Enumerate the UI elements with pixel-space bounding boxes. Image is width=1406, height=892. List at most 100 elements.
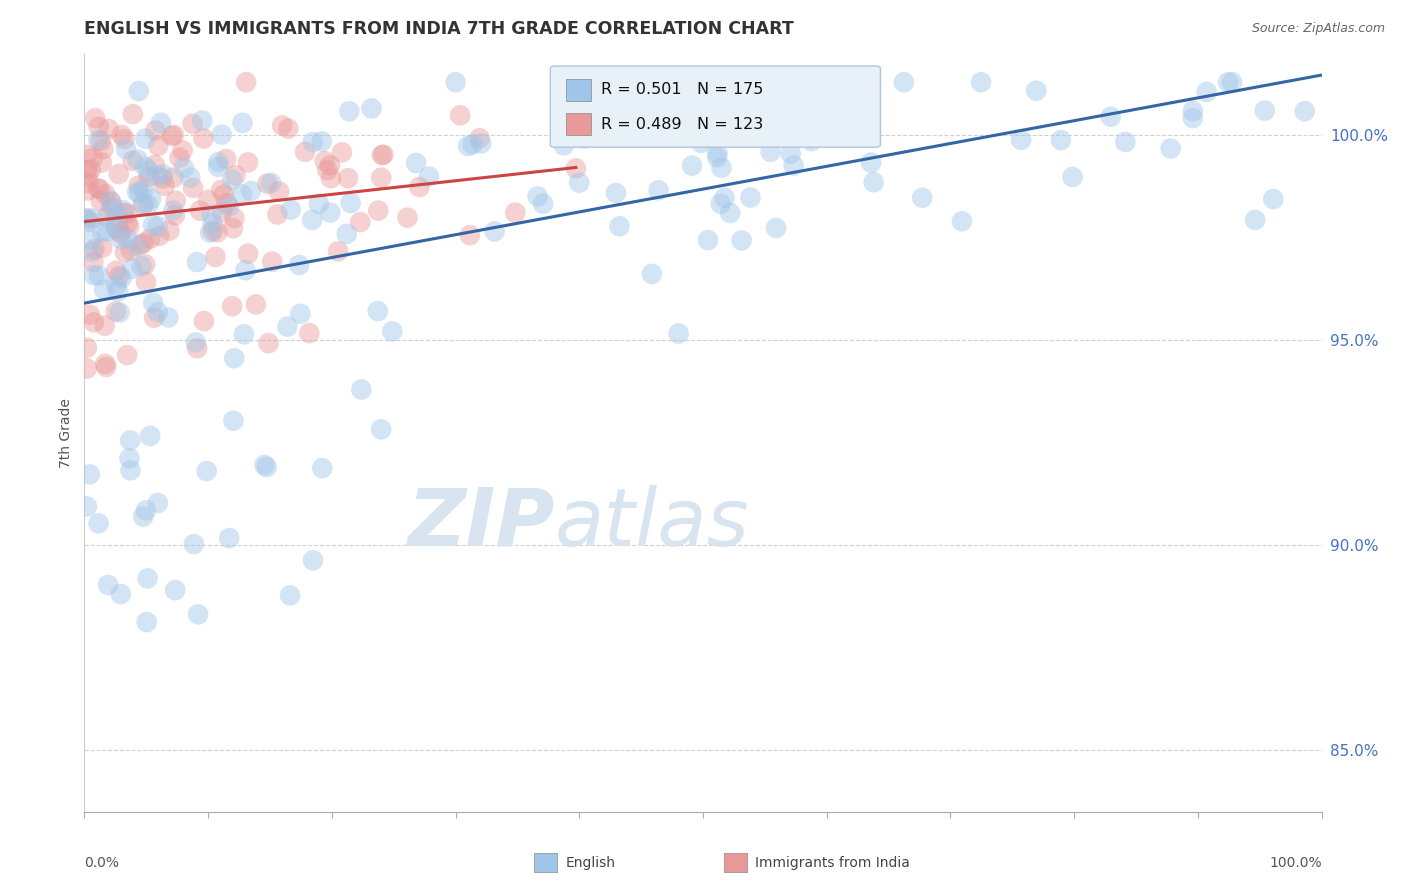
Point	[718, 206, 741, 220]
Point	[108, 268, 131, 283]
Point	[681, 159, 703, 173]
Point	[127, 239, 149, 253]
Point	[204, 250, 226, 264]
Point	[231, 187, 253, 202]
Point	[245, 297, 267, 311]
Point	[256, 460, 278, 475]
Point	[381, 324, 404, 338]
Point	[207, 225, 229, 239]
Point	[146, 305, 169, 319]
Point	[301, 212, 323, 227]
Point	[139, 232, 162, 246]
Point	[700, 131, 723, 145]
Point	[1195, 85, 1218, 99]
Point	[131, 259, 153, 273]
Point	[193, 131, 215, 145]
Point	[115, 206, 138, 220]
Point	[271, 119, 294, 133]
Point	[183, 537, 205, 551]
Point	[267, 185, 290, 199]
Point	[266, 207, 288, 221]
Point	[893, 75, 915, 89]
Point	[128, 84, 150, 98]
Point	[319, 205, 342, 219]
Point	[94, 357, 117, 371]
Point	[319, 158, 342, 172]
Point	[800, 134, 823, 148]
Point	[76, 212, 98, 227]
Point	[198, 226, 221, 240]
Point	[165, 194, 187, 208]
Point	[605, 186, 627, 200]
Point	[288, 258, 311, 272]
Point	[100, 194, 122, 209]
Point	[111, 271, 134, 285]
Point	[367, 304, 389, 318]
Point	[142, 295, 165, 310]
Point	[181, 117, 204, 131]
Point	[339, 195, 361, 210]
Point	[370, 170, 392, 185]
Point	[224, 211, 246, 225]
Text: atlas: atlas	[554, 484, 749, 563]
Point	[207, 155, 229, 169]
Point	[163, 128, 186, 142]
Point	[153, 178, 176, 193]
Text: English: English	[565, 855, 616, 870]
Point	[107, 285, 129, 299]
Point	[950, 214, 973, 228]
Point	[970, 75, 993, 89]
Point	[138, 169, 160, 184]
Point	[641, 267, 664, 281]
Point	[163, 208, 186, 222]
Point	[215, 152, 238, 166]
Point	[110, 587, 132, 601]
Point	[76, 148, 98, 162]
Point	[87, 268, 110, 283]
Point	[553, 138, 575, 153]
Point	[759, 145, 782, 159]
Point	[127, 153, 149, 167]
Point	[103, 200, 125, 214]
Point	[132, 235, 155, 250]
Point	[1181, 111, 1204, 125]
Point	[118, 219, 141, 234]
Point	[236, 155, 259, 169]
Point	[257, 336, 280, 351]
Point	[83, 242, 105, 256]
Point	[96, 210, 118, 224]
Point	[314, 154, 336, 169]
Point	[200, 208, 222, 222]
Point	[146, 496, 169, 510]
Point	[236, 246, 259, 260]
Point	[108, 225, 131, 239]
Point	[135, 503, 157, 517]
Point	[418, 169, 440, 184]
Point	[1254, 103, 1277, 118]
Point	[120, 434, 142, 448]
Point	[195, 464, 218, 478]
Point	[336, 227, 359, 241]
Point	[90, 194, 112, 208]
Point	[572, 131, 595, 145]
Point	[221, 299, 243, 313]
Point	[135, 275, 157, 289]
Point	[294, 145, 316, 159]
Point	[120, 244, 142, 258]
Point	[146, 169, 169, 183]
Point	[121, 153, 143, 168]
Point	[319, 171, 342, 186]
Point	[690, 136, 713, 150]
Point	[706, 146, 728, 161]
Point	[197, 193, 219, 207]
Point	[97, 578, 120, 592]
Point	[470, 136, 492, 151]
Point	[90, 155, 112, 169]
Point	[181, 181, 204, 195]
Point	[136, 197, 159, 211]
Point	[350, 383, 373, 397]
Point	[187, 607, 209, 622]
Point	[706, 150, 728, 164]
Point	[121, 107, 143, 121]
Point	[720, 114, 742, 128]
